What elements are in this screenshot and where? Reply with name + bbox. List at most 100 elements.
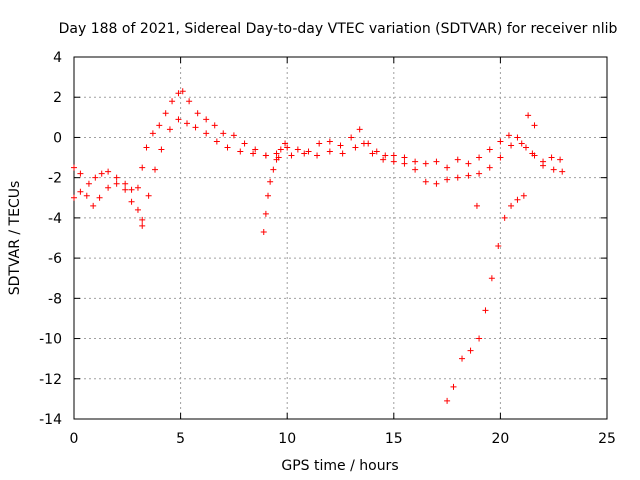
data-point (488, 275, 495, 282)
data-point (158, 146, 165, 153)
data-point (316, 140, 323, 147)
data-point (476, 335, 483, 342)
data-point (525, 112, 532, 119)
data-point (162, 110, 169, 117)
data-point (450, 383, 457, 390)
data-point (122, 186, 129, 193)
x-tick-label: 25 (598, 431, 616, 447)
data-point (194, 110, 201, 117)
x-axis-label: GPS time / hours (281, 458, 398, 474)
data-point (454, 156, 461, 163)
data-point (314, 152, 321, 159)
y-tick-label: -6 (48, 251, 62, 267)
data-point (267, 178, 274, 185)
series-outliers (139, 112, 538, 229)
data-point (252, 146, 259, 153)
x-tick-label: 20 (491, 431, 509, 447)
data-point (548, 154, 555, 161)
data-point (326, 138, 333, 145)
data-point (237, 148, 244, 155)
data-point (444, 397, 451, 404)
data-point (339, 150, 346, 157)
data-point (241, 140, 248, 147)
data-point (520, 192, 527, 199)
data-point (401, 160, 408, 167)
data-point (508, 142, 515, 149)
data-point (71, 164, 77, 171)
data-point (203, 130, 210, 137)
data-point (175, 116, 182, 123)
data-point (224, 144, 231, 151)
data-point (505, 132, 512, 139)
axis-ticks: 0 5 10 15 20 25 -14 -12 -10 -8 -6 -4 -2 0 2 4 (39, 50, 616, 447)
data-point (262, 210, 269, 217)
data-point (518, 140, 525, 147)
data-point (152, 166, 159, 173)
data-point (508, 202, 515, 209)
data-point (128, 186, 135, 193)
data-point (260, 228, 267, 235)
data-point (326, 148, 333, 155)
data-point (213, 138, 220, 145)
y-tick-label: -14 (39, 412, 62, 428)
y-tick-label: 4 (53, 50, 62, 66)
data-point (401, 154, 408, 161)
data-point (422, 178, 429, 185)
data-point (277, 146, 284, 153)
data-point (98, 170, 105, 177)
data-point (467, 347, 474, 354)
data-point (282, 140, 289, 147)
series-descent-near-9h (260, 140, 289, 235)
data-point (514, 134, 521, 141)
data-point (476, 154, 483, 161)
data-point (288, 152, 295, 159)
data-point (540, 162, 547, 169)
data-point (380, 156, 387, 163)
data-point (273, 150, 280, 157)
data-point (390, 158, 397, 165)
data-point (179, 88, 186, 95)
data-point (230, 132, 237, 139)
data-point (348, 134, 355, 141)
x-tick-label: 15 (385, 431, 403, 447)
x-tick-label: 0 (70, 431, 79, 447)
y-tick-label: -10 (39, 332, 62, 348)
data-point (433, 180, 440, 187)
data-point (422, 160, 429, 167)
data-point (77, 170, 84, 177)
data-point (305, 148, 312, 155)
data-point (522, 144, 529, 151)
series-upper-track (71, 88, 564, 193)
data-point (557, 156, 564, 163)
data-point (531, 122, 538, 129)
y-tick-label: -12 (39, 372, 62, 388)
y-tick-label: -2 (48, 171, 62, 187)
data-point (270, 166, 277, 173)
data-point (412, 166, 419, 173)
data-point (220, 130, 227, 137)
data-point (145, 192, 152, 199)
data-point (77, 188, 84, 195)
data-point (476, 170, 483, 177)
data-point (105, 184, 112, 191)
y-tick-label: 2 (53, 90, 62, 106)
data-point (284, 144, 291, 151)
data-point (454, 174, 461, 181)
data-point (559, 168, 566, 175)
data-point (301, 150, 308, 157)
data-point (96, 194, 103, 201)
grid-lines (74, 57, 607, 419)
data-point (175, 90, 182, 97)
data-point (169, 98, 176, 105)
data-point (90, 202, 97, 209)
y-tick-label: -4 (48, 211, 62, 227)
data-point (482, 307, 489, 314)
data-point (382, 152, 389, 159)
data-point (486, 146, 493, 153)
data-point (444, 176, 451, 183)
series-recovery-from-17.5h (444, 192, 527, 404)
data-point (529, 150, 536, 157)
data-point (211, 122, 218, 129)
